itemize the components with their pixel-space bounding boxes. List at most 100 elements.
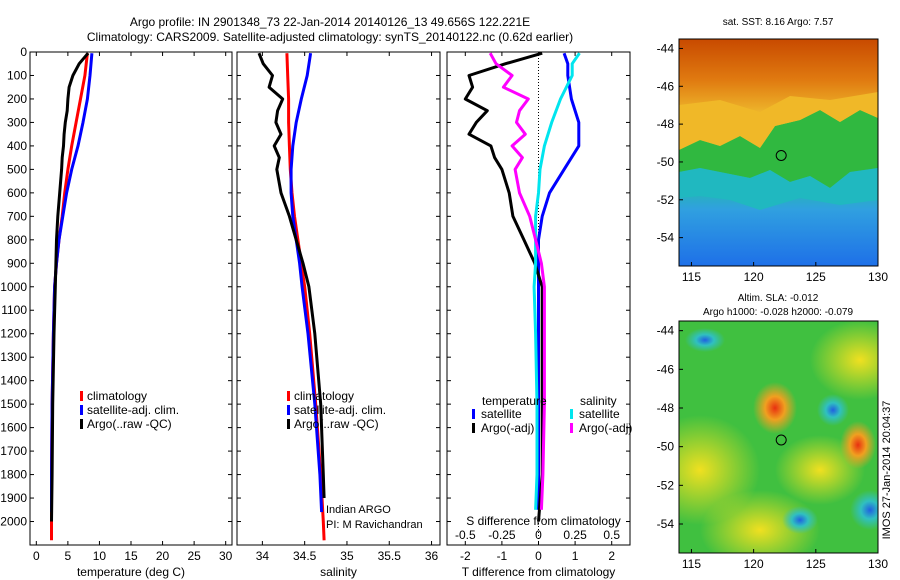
x-axis-label: T difference from climatology	[462, 565, 616, 579]
plot-frame	[29, 51, 233, 546]
plot-frame	[236, 51, 441, 546]
depth-tick-label: 1100	[1, 303, 27, 317]
temperature-panel: 0100200300400500600700800900100011001200…	[0, 45, 232, 579]
map-x-tick-label: 125	[806, 557, 826, 571]
sst-map-frame	[678, 38, 879, 267]
argo-position-marker-sla	[775, 434, 787, 446]
sla-map-panel: Altim. SLA: -0.012 Argo h1000: -0.028 h2…	[657, 293, 889, 571]
legend-swatch	[287, 391, 290, 401]
map-x-tick-label: 130	[868, 557, 888, 571]
s-tick-label: -0.25	[488, 528, 516, 542]
series-line-satellite-adj-clim-	[289, 52, 324, 513]
imos-timestamp: IMOS 27-Jan-2014 20:04:37	[881, 401, 893, 540]
map-y-tick-label: -44	[657, 41, 675, 55]
x-tick-label: 5	[65, 549, 72, 563]
figure-title-line2: Climatology: CARS2009. Satellite-adjuste…	[87, 30, 573, 44]
legend-swatch	[80, 405, 83, 415]
depth-tick-label: 500	[7, 162, 27, 176]
depth-tick-label: 200	[7, 92, 27, 106]
x-tick-label: 1	[572, 549, 579, 563]
legend-swatch	[472, 423, 475, 433]
depth-tick-label: 1000	[0, 280, 27, 294]
s-tick-label: 0	[535, 528, 542, 542]
series-line-argo-raw-qc-	[50, 52, 90, 522]
legend-swatch	[287, 405, 290, 415]
legend-label: satellite	[579, 407, 620, 421]
series-line-argo-adj-	[463, 51, 544, 522]
depth-tick-label: 1800	[0, 468, 27, 482]
x-tick-label: 0	[535, 549, 542, 563]
legend-swatch	[80, 419, 83, 429]
sst-warm-band	[679, 92, 878, 150]
legend-label: Argo(..raw -QC)	[87, 417, 172, 431]
depth-tick-label: 2000	[0, 515, 27, 529]
legend-group-title: salinity	[580, 394, 617, 408]
depth-tick-label: 100	[7, 68, 27, 82]
series-line-argo-adj-	[488, 52, 546, 510]
s-tick-label: 0.25	[563, 528, 587, 542]
sla-map-title: Altim. SLA: -0.012	[738, 293, 819, 304]
x-tick-label: 10	[93, 549, 107, 563]
depth-tick-label: 800	[7, 233, 27, 247]
x-tick-label: 30	[219, 549, 233, 563]
depth-tick-label: 1900	[0, 491, 27, 505]
series-line-satellite-adj-clim-	[50, 53, 94, 513]
legend-swatch	[472, 409, 475, 419]
sla-map-subtitle: Argo h1000: -0.028 h2000: -0.079	[703, 307, 854, 318]
annotation-text: Indian ARGO	[326, 504, 391, 516]
map-y-tick-label: -44	[657, 324, 675, 338]
depth-tick-label: 1500	[0, 397, 27, 411]
sst-front-cyan	[679, 168, 878, 210]
legend-label: Argo(-adj)	[579, 421, 632, 435]
sst-map-panel: sat. SST: 8.16 Argo: 7.57 115 120 125 130 -4…	[657, 17, 889, 284]
s-tick-label: -0.5	[455, 528, 476, 542]
map-y-tick-label: -48	[657, 401, 675, 415]
map-y-tick-label: -50	[657, 155, 675, 169]
legend-label: satellite-adj. clim.	[294, 403, 386, 417]
x-tick-label: -2	[460, 549, 471, 563]
depth-tick-label: 1600	[0, 421, 27, 435]
x-axis-label: salinity	[320, 565, 357, 579]
map-x-tick-label: 115	[682, 270, 701, 284]
depth-tick-label: 1400	[0, 374, 27, 388]
legend-group-title: temperature	[482, 394, 547, 408]
legend-swatch	[80, 391, 83, 401]
legend-swatch	[287, 419, 290, 429]
x-tick-label: 35.5	[378, 549, 402, 563]
s-tick-label: 0.5	[603, 528, 620, 542]
map-x-tick-label: 120	[744, 557, 764, 571]
map-x-tick-label: 120	[744, 270, 764, 284]
map-y-tick-label: -52	[657, 193, 675, 207]
depth-tick-label: 700	[7, 209, 27, 223]
argo-position-marker	[775, 150, 787, 161]
map-y-tick-label: -50	[657, 440, 675, 454]
legend-label: Argo(..raw -QC)	[294, 417, 379, 431]
difference-panel: -2 -1 0 1 2 T difference from climatology -0.5…	[446, 51, 632, 579]
annotation-text: PI: M Ravichandran	[326, 519, 423, 531]
figure-title-line1: Argo profile: IN 2901348_73 22-Jan-2014 …	[130, 15, 530, 29]
depth-tick-label: 400	[7, 139, 27, 153]
s-axis-label: S difference from climatology	[466, 514, 621, 528]
map-x-tick-label: 125	[806, 270, 826, 284]
legend-label: climatology	[87, 389, 147, 403]
x-tick-label: 34	[256, 549, 270, 563]
map-y-tick-label: -46	[657, 79, 675, 93]
map-y-tick-label: -52	[657, 478, 675, 492]
x-tick-label: 0	[33, 549, 40, 563]
sst-map-title: sat. SST: 8.16 Argo: 7.57	[723, 17, 834, 28]
x-tick-label: 15	[124, 549, 138, 563]
legend-label: climatology	[294, 389, 354, 403]
series-line-argo-raw-qc-	[257, 52, 326, 499]
series-line-satellite	[532, 52, 581, 510]
legend-label: satellite-adj. clim.	[87, 403, 179, 417]
salinity-panel: 34 34.5 35 35.5 36 salinity climatologysatelli…	[236, 51, 441, 579]
legend-label: satellite	[481, 407, 522, 421]
sla-map-frame	[678, 320, 879, 554]
depth-tick-label: 1300	[0, 350, 27, 364]
sst-front-green	[679, 110, 878, 188]
depth-tick-label: 900	[7, 256, 27, 270]
map-y-tick-label: -54	[657, 517, 675, 531]
depth-tick-label: 600	[7, 186, 27, 200]
x-axis-label: temperature (deg C)	[77, 565, 185, 579]
